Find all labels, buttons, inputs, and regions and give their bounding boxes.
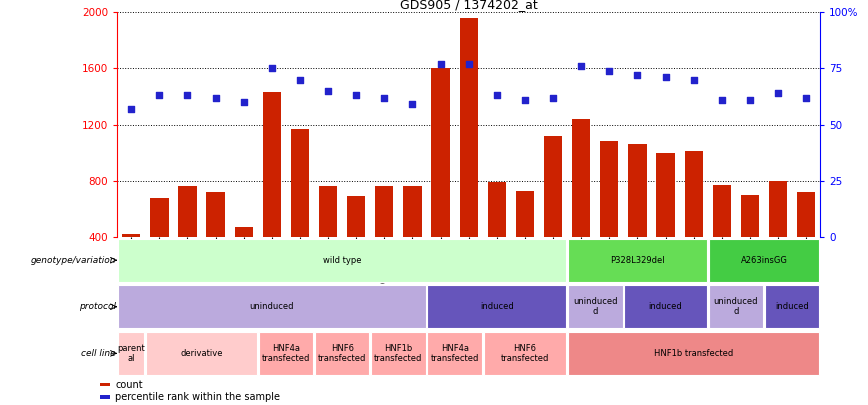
Point	[630, 72, 644, 78]
Text: HNF6
transfected: HNF6 transfected	[318, 344, 366, 363]
Point	[265, 65, 279, 72]
Point	[659, 74, 673, 81]
Point	[743, 96, 757, 103]
Point	[490, 92, 503, 98]
Text: uninduced: uninduced	[250, 302, 294, 311]
Text: HNF4a
transfected: HNF4a transfected	[262, 344, 310, 363]
Point	[208, 94, 222, 101]
Text: derivative: derivative	[181, 349, 223, 358]
FancyBboxPatch shape	[568, 286, 622, 328]
Point	[124, 106, 138, 112]
Bar	[459, 18, 478, 293]
Bar	[713, 185, 731, 293]
FancyBboxPatch shape	[765, 286, 819, 328]
Text: wild type: wild type	[323, 256, 361, 265]
Title: GDS905 / 1374202_at: GDS905 / 1374202_at	[400, 0, 537, 11]
Text: HNF1b transfected: HNF1b transfected	[654, 349, 733, 358]
Bar	[178, 186, 197, 293]
FancyBboxPatch shape	[483, 332, 566, 375]
Text: protocol: protocol	[79, 302, 115, 311]
Text: A263insGG: A263insGG	[740, 256, 787, 265]
FancyBboxPatch shape	[259, 332, 313, 375]
Bar	[319, 186, 338, 293]
Text: uninduced
d: uninduced d	[573, 297, 617, 316]
FancyBboxPatch shape	[118, 286, 425, 328]
Point	[715, 96, 729, 103]
Bar	[628, 144, 647, 293]
Bar	[431, 68, 450, 293]
Bar	[207, 192, 225, 293]
Text: HNF6
transfected: HNF6 transfected	[501, 344, 549, 363]
Text: genotype/variation: genotype/variation	[30, 256, 115, 265]
FancyBboxPatch shape	[372, 332, 425, 375]
Text: count: count	[115, 379, 143, 390]
Bar	[516, 191, 534, 293]
Text: induced: induced	[775, 302, 809, 311]
Point	[181, 92, 194, 98]
Bar	[100, 395, 109, 399]
Bar	[150, 198, 168, 293]
Text: HNF4a
transfected: HNF4a transfected	[431, 344, 479, 363]
Bar	[797, 192, 815, 293]
Text: parent
al: parent al	[117, 344, 145, 363]
Point	[405, 101, 419, 108]
FancyBboxPatch shape	[624, 286, 707, 328]
Point	[462, 61, 476, 67]
Text: cell line: cell line	[81, 349, 115, 358]
Bar	[375, 186, 393, 293]
Bar	[685, 151, 703, 293]
Bar	[263, 92, 281, 293]
Bar	[404, 186, 422, 293]
Point	[153, 92, 167, 98]
Point	[321, 87, 335, 94]
Point	[378, 94, 391, 101]
Bar	[100, 383, 109, 386]
Bar	[572, 119, 590, 293]
Text: HNF1b
transfected: HNF1b transfected	[374, 344, 423, 363]
Point	[349, 92, 363, 98]
Text: uninduced
d: uninduced d	[713, 297, 758, 316]
Bar	[122, 234, 141, 293]
Point	[799, 94, 813, 101]
FancyBboxPatch shape	[427, 332, 482, 375]
FancyBboxPatch shape	[315, 332, 370, 375]
Bar	[656, 153, 674, 293]
Point	[546, 94, 560, 101]
Bar	[769, 181, 787, 293]
Text: percentile rank within the sample: percentile rank within the sample	[115, 392, 280, 402]
FancyBboxPatch shape	[146, 332, 257, 375]
FancyBboxPatch shape	[118, 332, 144, 375]
Bar	[291, 129, 309, 293]
FancyBboxPatch shape	[708, 239, 819, 281]
Text: P328L329del: P328L329del	[610, 256, 665, 265]
Point	[602, 67, 616, 74]
FancyBboxPatch shape	[118, 239, 566, 281]
FancyBboxPatch shape	[427, 286, 566, 328]
Text: induced: induced	[480, 302, 514, 311]
Point	[434, 61, 448, 67]
Bar	[488, 182, 506, 293]
Bar	[600, 141, 619, 293]
FancyBboxPatch shape	[568, 332, 819, 375]
Point	[518, 96, 532, 103]
Point	[687, 76, 700, 83]
Bar	[740, 195, 760, 293]
Bar	[544, 136, 562, 293]
Point	[575, 63, 589, 69]
Bar	[347, 196, 365, 293]
FancyBboxPatch shape	[568, 239, 707, 281]
Text: induced: induced	[648, 302, 682, 311]
FancyBboxPatch shape	[708, 286, 763, 328]
Point	[237, 99, 251, 105]
Bar	[234, 227, 253, 293]
Point	[771, 90, 785, 96]
Point	[293, 76, 307, 83]
